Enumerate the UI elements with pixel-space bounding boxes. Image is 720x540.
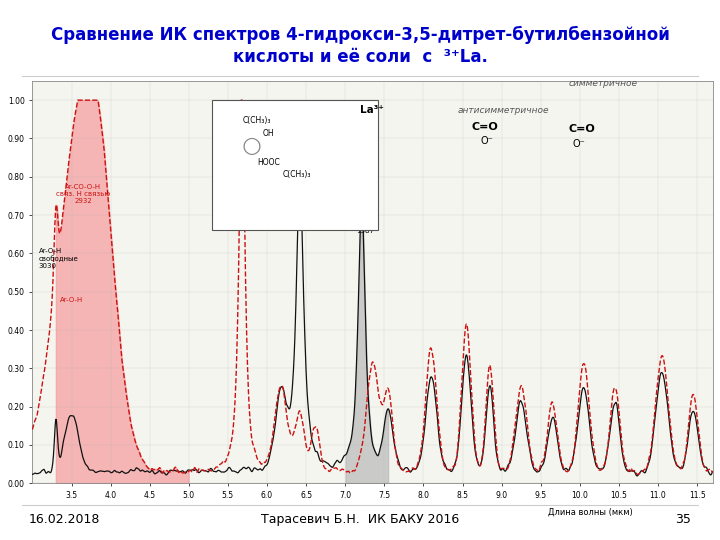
Text: HOOC: HOOC bbox=[257, 158, 280, 167]
Text: C(CH₃)₃: C(CH₃)₃ bbox=[283, 170, 312, 179]
X-axis label: Длина волны (мкм): Длина волны (мкм) bbox=[548, 508, 633, 516]
Text: Сравнение ИК спектров 4-гидрокси-3,5-дитрет-бутилбензойной: Сравнение ИК спектров 4-гидрокси-3,5-дит… bbox=[50, 26, 670, 44]
Text: антисимметричное: антисимметричное bbox=[457, 106, 549, 116]
Text: 16.02.2018: 16.02.2018 bbox=[29, 513, 100, 526]
Text: C=O: C=O bbox=[569, 124, 595, 134]
Text: симметричное: симметричное bbox=[569, 79, 638, 89]
Text: 35: 35 bbox=[675, 513, 691, 526]
Text: 1560: 1560 bbox=[293, 209, 311, 215]
Text: OH: OH bbox=[263, 129, 274, 138]
Text: C=O
1760: C=O 1760 bbox=[228, 106, 246, 119]
Text: C(CH₃)₃: C(CH₃)₃ bbox=[243, 116, 271, 125]
Text: O⁻: O⁻ bbox=[572, 139, 585, 149]
Text: C=O: C=O bbox=[472, 122, 498, 132]
Text: Ar-O-H
свободные
3030: Ar-O-H свободные 3030 bbox=[39, 248, 78, 269]
Text: Тарасевич Б.Н.  ИК БАКУ 2016: Тарасевич Б.Н. ИК БАКУ 2016 bbox=[261, 513, 459, 526]
Text: La³⁺: La³⁺ bbox=[360, 105, 384, 116]
Text: Ar-CO-O-H
связ. H связью
2932: Ar-CO-O-H связ. H связью 2932 bbox=[56, 184, 110, 204]
Text: 1387: 1387 bbox=[356, 228, 374, 234]
Text: Ar-O-H: Ar-O-H bbox=[60, 297, 83, 303]
Text: O⁻: O⁻ bbox=[481, 136, 494, 146]
Text: кислоты и её соли  с  ³⁺La.: кислоты и её соли с ³⁺La. bbox=[233, 48, 487, 66]
Text: ○: ○ bbox=[228, 136, 261, 156]
